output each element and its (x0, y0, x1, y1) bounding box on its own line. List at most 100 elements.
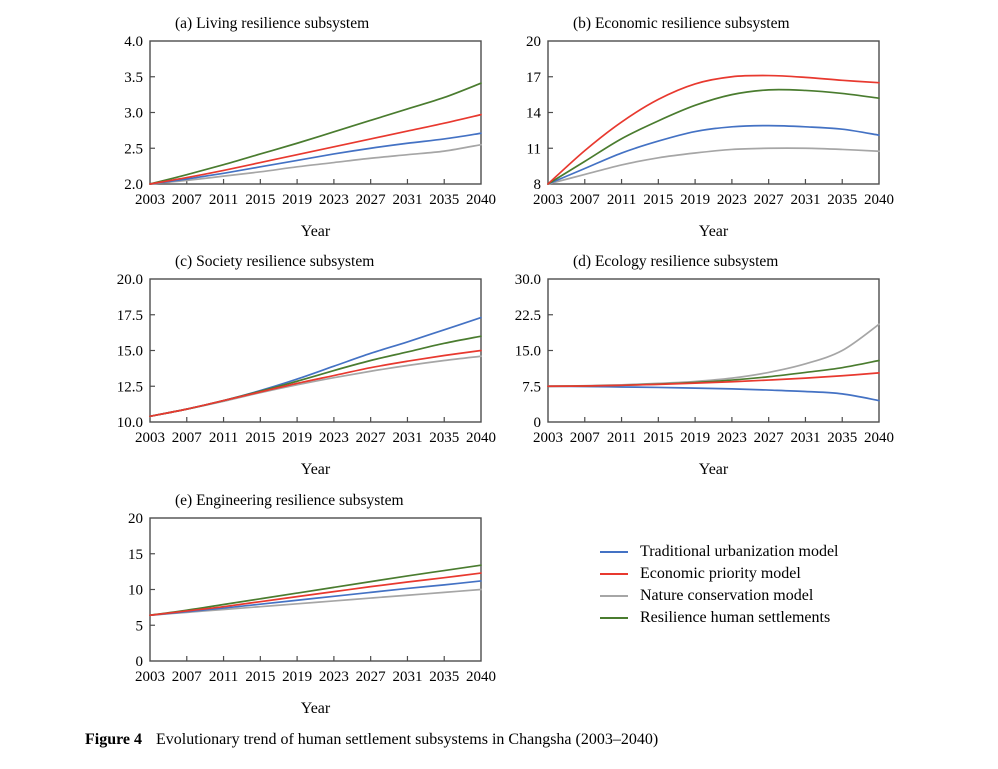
y-tick-label: 5 (136, 618, 144, 634)
y-tick-label: 12.5 (117, 379, 143, 395)
figure-caption-label: Figure 4 (85, 731, 143, 748)
x-tick-label: 2015 (245, 192, 275, 208)
x-tick-label: 2007 (570, 430, 601, 446)
axis-title-year: Year (301, 223, 331, 240)
figure-caption: Figure 4 Evolutionary trend of human sett… (85, 731, 945, 749)
y-tick-label: 15.0 (117, 344, 143, 360)
legend-line-swatch-red (600, 573, 628, 575)
x-tick-label: 2040 (466, 430, 496, 446)
x-tick-label: 2003 (135, 192, 165, 208)
x-tick-label: 2035 (429, 669, 459, 685)
y-tick-label: 0 (534, 415, 542, 431)
y-tick-label: 20.0 (117, 272, 143, 288)
x-tick-label: 2035 (827, 192, 857, 208)
x-tick-label: 2035 (429, 192, 459, 208)
legend-line-swatch-gray (600, 595, 628, 597)
y-tick-label: 11 (527, 141, 541, 157)
chart-ecology-resilience-svg: (d) Ecology resilience subsystem 0 7.5 15.0… (515, 253, 894, 478)
y-tick-label: 30.0 (515, 272, 541, 288)
y-tick-label: 8 (534, 177, 542, 193)
x-tick-label: 2031 (392, 192, 422, 208)
x-tick-label: 2027 (754, 430, 785, 446)
x-tick-label: 2031 (790, 430, 820, 446)
chart-economic-resilience-svg: (b) Economic resilience subsystem 8 11 14 17… (526, 15, 894, 240)
chart-title: (b) Economic resilience subsystem (573, 15, 790, 32)
x-tick-label: 2011 (209, 669, 238, 685)
x-tick-label: 2027 (356, 192, 387, 208)
y-tick-label: 2.0 (124, 177, 143, 193)
x-tick-label: 2011 (607, 430, 636, 446)
x-tick-label: 2019 (680, 192, 710, 208)
series-line (547, 124, 880, 185)
x-tick-label: 2011 (607, 192, 636, 208)
chart-title: (e) Engineering resilience subsystem (175, 492, 404, 509)
legend-item: Nature conservation model (600, 585, 900, 607)
chart-engineering-resilience-svg: (e) Engineering resilience subsystem 0 5 10… (128, 492, 496, 717)
legend-item: Traditional urbanization model (600, 541, 900, 563)
y-tick-label: 20 (526, 34, 541, 50)
legend-label: Nature conservation model (640, 587, 814, 604)
x-tick-label: 2040 (864, 192, 894, 208)
series-line (149, 132, 482, 185)
chart-living-resilience: (a) Living resilience subsystem 2.0 2.5 3.0… (100, 8, 512, 246)
x-tick-label: 2031 (392, 430, 422, 446)
x-tick-label: 2003 (533, 192, 563, 208)
series-line (547, 147, 880, 185)
x-tick-label: 2019 (282, 430, 312, 446)
x-tick-label: 2040 (466, 192, 496, 208)
legend-label: Traditional urbanization model (640, 543, 839, 560)
y-tick-label: 17.5 (117, 308, 143, 324)
y-tick-label: 15 (128, 547, 143, 563)
chart-society-resilience: (c) Society resilience subsystem 10.0 12.5… (100, 246, 512, 484)
chart-title: (a) Living resilience subsystem (175, 15, 369, 32)
figure-caption-text: Evolutionary trend of human settlement s… (156, 731, 659, 748)
series-line (547, 372, 880, 388)
x-tick-label: 2003 (533, 430, 563, 446)
x-tick-label: 2007 (570, 192, 601, 208)
series-line (149, 349, 482, 418)
plot-border (149, 278, 482, 423)
x-tick-label: 2023 (319, 669, 349, 685)
y-tick-label: 7.5 (522, 379, 541, 395)
y-tick-label: 22.5 (515, 308, 541, 324)
chart-title: (d) Ecology resilience subsystem (573, 253, 778, 270)
chart-title: (c) Society resilience subsystem (175, 253, 374, 270)
y-tick-label: 2.5 (124, 141, 143, 157)
plot-border (149, 40, 482, 185)
chart-economic-resilience: (b) Economic resilience subsystem 8 11 14 17… (498, 8, 910, 246)
chart-engineering-resilience: (e) Engineering resilience subsystem 0 5 10… (100, 485, 512, 723)
y-tick-label: 15.0 (515, 344, 541, 360)
chart-society-resilience-svg: (c) Society resilience subsystem 10.0 12.5… (117, 253, 496, 478)
x-tick-label: 2023 (319, 430, 349, 446)
series-line (149, 355, 482, 418)
legend-item: Resilience human settlements (600, 607, 900, 629)
x-tick-label: 2035 (429, 430, 459, 446)
chart-ecology-resilience: (d) Ecology resilience subsystem 0 7.5 15.0… (498, 246, 910, 484)
x-tick-label: 2031 (392, 669, 422, 685)
y-tick-label: 3.0 (124, 106, 143, 122)
y-tick-label: 14 (526, 106, 542, 122)
series-line (547, 88, 880, 185)
x-tick-label: 2031 (790, 192, 820, 208)
x-tick-label: 2019 (282, 669, 312, 685)
x-tick-label: 2035 (827, 430, 857, 446)
legend-line-swatch-green (600, 617, 628, 619)
chart-living-resilience-svg: (a) Living resilience subsystem 2.0 2.5 3.0… (124, 15, 496, 240)
x-tick-label: 2027 (356, 669, 387, 685)
series-line (149, 588, 482, 617)
x-tick-label: 2015 (643, 192, 673, 208)
series-line (547, 385, 880, 402)
y-tick-label: 10 (128, 583, 143, 599)
x-tick-label: 2003 (135, 669, 165, 685)
series-line (149, 113, 482, 185)
x-tick-label: 2011 (209, 192, 238, 208)
y-tick-label: 20 (128, 511, 143, 527)
legend-line-swatch-blue (600, 551, 628, 553)
x-tick-label: 2027 (754, 192, 785, 208)
x-tick-label: 2007 (172, 669, 203, 685)
plot-border (547, 278, 880, 423)
legend-item: Economic priority model (600, 563, 900, 585)
series-line (149, 580, 482, 617)
x-tick-label: 2019 (680, 430, 710, 446)
